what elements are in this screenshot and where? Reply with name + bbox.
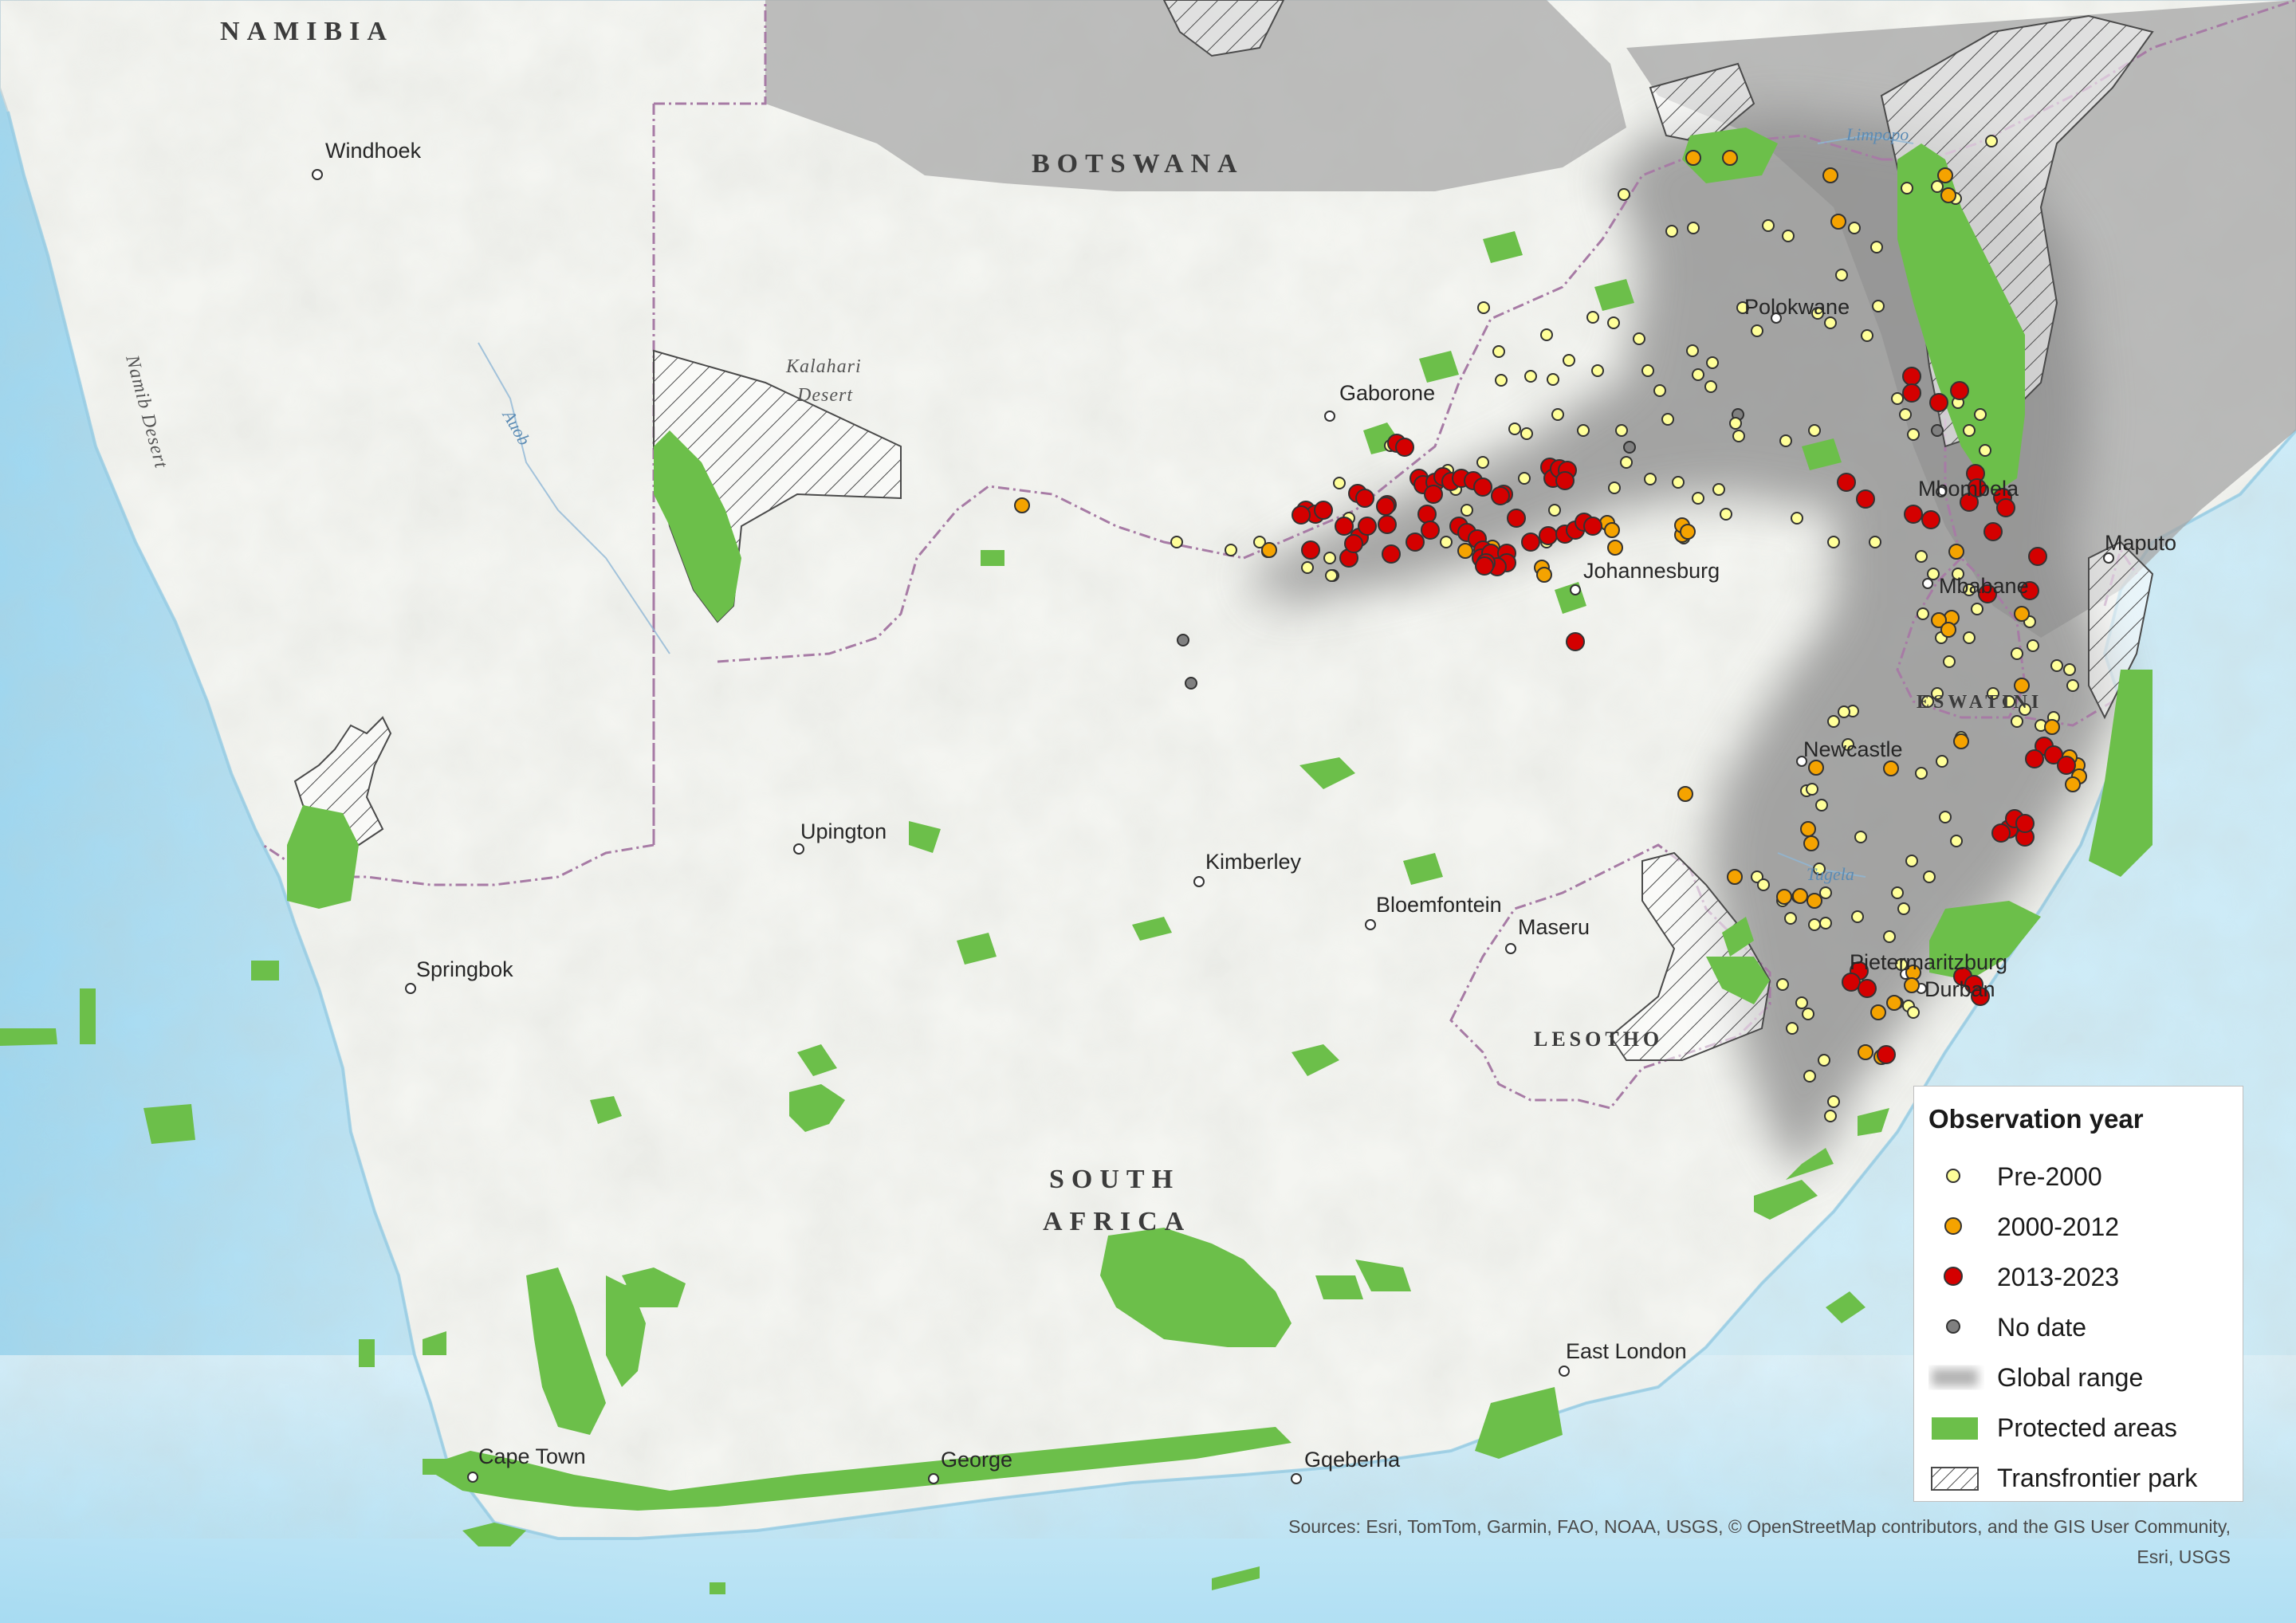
city-label-springbok: Springbok: [416, 957, 513, 981]
country-label-south-africa-line2: AFRICA: [1043, 1207, 1191, 1236]
green-swatch-icon: [1932, 1417, 1978, 1440]
city-label-johannesburg: Johannesburg: [1583, 559, 1720, 583]
city-label-cape-town: Cape Town: [478, 1444, 586, 1468]
attribution-line-2: Esri, USGS: [2137, 1546, 2231, 1567]
country-label-namibia: NAMIBIA: [220, 17, 394, 46]
legend-item-no-date: No date: [1928, 1303, 2239, 1350]
legend-item-protected-areas: Protected areas: [1928, 1403, 2239, 1451]
legend-item-global-range: Global range: [1928, 1353, 2239, 1401]
city-label-durban: Durban: [1924, 977, 1995, 1001]
city-label-pietermaritzburg: Pietermaritzburg: [1850, 950, 2007, 974]
country-label-lesotho: LESOTHO: [1534, 1028, 1663, 1051]
hatch-swatch-icon: [1931, 1467, 1979, 1491]
protected-areas: [0, 128, 2152, 1594]
attribution-line-1: Sources: Esri, TomTom, Garmin, FAO, NOAA…: [1288, 1516, 2231, 1537]
legend-item-2013-2023: 2013-2023: [1928, 1252, 2239, 1300]
country-label-botswana: BOTSWANA: [1032, 149, 1244, 179]
legend-label: Transfrontier park: [1997, 1464, 2198, 1492]
legend-item-transfrontier-park: Transfrontier park: [1928, 1453, 2239, 1501]
red-dot-icon: [1944, 1267, 1963, 1286]
country-label-south-africa-line1: SOUTH: [1049, 1165, 1180, 1194]
legend-label: Protected areas: [1997, 1413, 2177, 1442]
country-label-eswatini: ESWATINI: [1917, 692, 2042, 713]
city-label-bloemfontein: Bloemfontein: [1376, 893, 1502, 917]
legend-item-pre-2000: Pre-2000: [1928, 1152, 2239, 1200]
legend-label: No date: [1997, 1313, 2087, 1342]
river-label-tugela: Tugela: [1807, 864, 1854, 884]
city-label-kimberley: Kimberley: [1205, 850, 1302, 874]
city-label-mbabane: Mbabane: [1939, 574, 2029, 598]
city-label-gaborone: Gaborone: [1339, 381, 1435, 405]
city-label-mbombela: Mbombela: [1918, 477, 2019, 501]
city-label-newcastle: Newcastle: [1803, 737, 1903, 761]
feature-label-kalahari: Kalahari: [785, 356, 862, 377]
legend-label: 2013-2023: [1997, 1263, 2120, 1291]
coastline: [6, 111, 2296, 1540]
city-label-gqeberha: Gqeberha: [1304, 1448, 1401, 1472]
city-label-maseru: Maseru: [1518, 915, 1590, 939]
river-label-limpopo: Limpopo: [1846, 124, 1909, 144]
legend-label: 2000-2012: [1997, 1212, 2120, 1241]
legend-title: Observation year: [1928, 1104, 2144, 1134]
city-label-upington: Upington: [800, 819, 887, 843]
legend-label: Global range: [1997, 1363, 2144, 1392]
city-markers: [312, 169, 2114, 1484]
blur-swatch-icon: [1932, 1369, 1978, 1386]
legend-label: Pre-2000: [1997, 1162, 2102, 1191]
city-label-east-london: East London: [1566, 1339, 1687, 1363]
city-label-polokwane: Polokwane: [1744, 295, 1850, 319]
city-label-maputo: Maputo: [2105, 531, 2176, 555]
map-legend: Observation year Pre-2000 2000-2012 2013…: [1913, 1086, 2243, 1502]
observations-2013-2023: [1292, 367, 2076, 1064]
map-attribution: Sources: Esri, TomTom, Garmin, FAO, NOAA…: [1115, 1511, 2231, 1572]
feature-label-desert: Desert: [796, 385, 853, 406]
orange-dot-icon: [1944, 1217, 1962, 1235]
outside-region-shade: [765, 0, 1626, 191]
gray-dot-icon: [1946, 1319, 1960, 1334]
city-label-windhoek: Windhoek: [325, 139, 422, 163]
legend-item-2000-2012: 2000-2012: [1928, 1202, 2239, 1250]
city-label-george: George: [941, 1448, 1012, 1472]
yellow-dot-icon: [1946, 1169, 1960, 1183]
